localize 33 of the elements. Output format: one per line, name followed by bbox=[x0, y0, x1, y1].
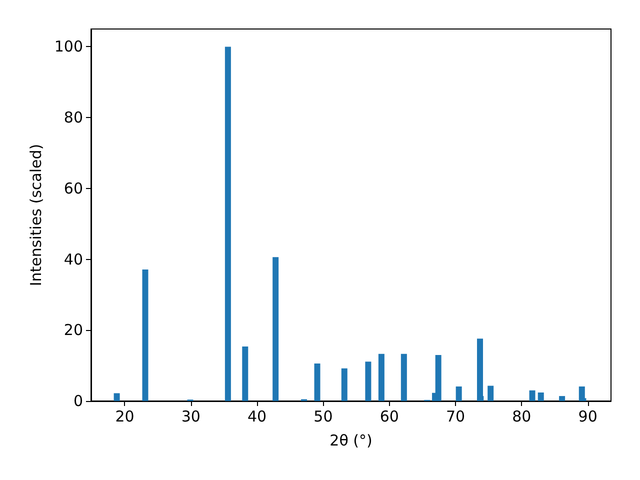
bar bbox=[142, 270, 148, 401]
bar bbox=[488, 386, 494, 401]
bar bbox=[272, 257, 279, 401]
bar bbox=[477, 338, 484, 401]
bar bbox=[314, 363, 320, 401]
bar bbox=[224, 46, 231, 401]
y-axis-title: Intensities (scaled) bbox=[26, 144, 45, 286]
x-tick-label: 20 bbox=[115, 408, 134, 426]
bar bbox=[435, 354, 442, 401]
y-tick-label: 20 bbox=[64, 321, 83, 340]
bar bbox=[456, 386, 462, 401]
bar bbox=[242, 346, 248, 401]
y-tick-label: 0 bbox=[73, 392, 83, 410]
y-tick-label: 40 bbox=[64, 250, 83, 268]
bar bbox=[365, 362, 372, 401]
y-tick-label: 80 bbox=[64, 108, 83, 127]
x-tick-label: 40 bbox=[248, 408, 267, 426]
bar bbox=[529, 390, 536, 401]
x-tick-label: 60 bbox=[380, 408, 399, 426]
y-tick-label: 100 bbox=[54, 38, 83, 56]
x-tick-label: 50 bbox=[314, 408, 333, 426]
y-tick-label: 60 bbox=[64, 179, 83, 198]
x-tick-label: 30 bbox=[181, 408, 200, 426]
bar bbox=[114, 393, 120, 401]
bar bbox=[341, 368, 348, 401]
x-tick-label: 80 bbox=[512, 408, 532, 426]
x-axis-title: 2θ (°) bbox=[330, 432, 372, 450]
bar bbox=[538, 392, 544, 401]
bar bbox=[378, 354, 384, 401]
bar bbox=[400, 354, 407, 401]
bar bbox=[559, 396, 566, 401]
x-tick-label: 90 bbox=[578, 408, 598, 426]
x-tick-label: 70 bbox=[446, 408, 466, 426]
